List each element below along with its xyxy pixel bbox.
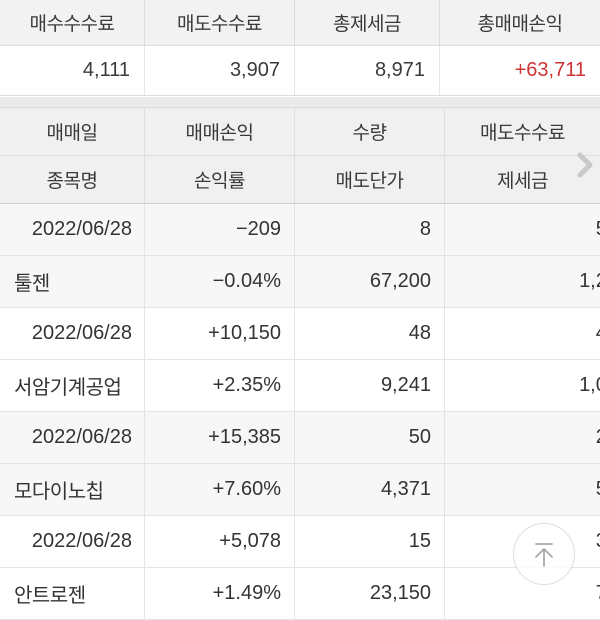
table-row[interactable]: 2022/06/28 +10,150 48 44 <box>0 308 600 360</box>
table-header-row-primary: 매매일 매매손익 수량 매도수수료 <box>0 108 600 156</box>
summary-header-total-tax: 총제세금 <box>295 0 440 45</box>
table-row[interactable]: 서암기계공업 +2.35% 9,241 1,01 <box>0 360 600 412</box>
column-header-trade-date[interactable]: 매매일 <box>0 108 145 155</box>
summary-value-total-pnl: +63,711 <box>514 59 586 81</box>
cell-tax-text: 50 <box>596 478 600 501</box>
summary-header-row: 매수수수료 매도수수료 총제세금 총매매손익 <box>0 0 600 46</box>
summary-panel: 매수수수료 매도수수료 총제세금 총매매손익 4,111 3,907 8,971… <box>0 0 600 96</box>
cell-trade-pnl: −209 <box>145 204 295 255</box>
table-row[interactable]: 툴젠 −0.04% 67,200 1,23 <box>0 256 600 308</box>
cell-trade-date: 2022/06/28 <box>0 204 145 255</box>
cell-trade-pnl: +15,385 <box>145 412 295 463</box>
table-row[interactable]: 2022/06/28 +5,078 15 34 <box>0 516 600 568</box>
cell-sell-fee: 21 <box>445 412 600 463</box>
trade-history-table[interactable]: 매매일 매매손익 수량 매도수수료 종목명 손익률 매도단가 제세금 2022/… <box>0 108 600 620</box>
cell-sell-price: 4,371 <box>295 464 445 515</box>
cell-tax-text: 79 <box>596 582 600 605</box>
cell-quantity: 15 <box>295 516 445 567</box>
cell-pnl-rate: −0.04% <box>145 256 295 307</box>
cell-trade-date: 2022/06/28 <box>0 308 145 359</box>
table-row[interactable]: 2022/06/28 −209 8 53 <box>0 204 600 256</box>
cell-trade-date: 2022/06/28 <box>0 412 145 463</box>
chevron-right-icon[interactable] <box>572 148 598 182</box>
cell-tax: 1,23 <box>445 256 600 307</box>
cell-quantity: 48 <box>295 308 445 359</box>
cell-sell-fee-text: 34 <box>596 530 600 553</box>
column-header-pnl-rate[interactable]: 손익률 <box>145 156 295 203</box>
summary-value-total-tax: 8,971 <box>295 46 440 95</box>
table-row[interactable]: 모다이노칩 +7.60% 4,371 50 <box>0 464 600 516</box>
cell-stock-name: 안트로젠 <box>0 568 145 619</box>
summary-header-buy-fee: 매수수수료 <box>0 0 145 45</box>
cell-tax-text: 1,23 <box>579 270 600 292</box>
cell-sell-price: 23,150 <box>295 568 445 619</box>
cell-sell-fee-text: 53 <box>596 218 600 241</box>
cell-sell-price: 67,200 <box>295 256 445 307</box>
cell-sell-fee: 53 <box>445 204 600 255</box>
summary-value-buy-fee: 4,111 <box>0 46 145 95</box>
cell-stock-name: 툴젠 <box>0 256 145 307</box>
cell-pnl-rate: +7.60% <box>145 464 295 515</box>
summary-header-total-pnl: 총매매손익 <box>477 14 563 35</box>
section-divider <box>0 96 600 108</box>
column-header-tax[interactable]: 제세금 <box>497 171 548 192</box>
cell-trade-date: 2022/06/28 <box>0 516 145 567</box>
cell-tax: 1,01 <box>445 360 600 411</box>
summary-value-row: 4,111 3,907 8,971 +63,711 <box>0 46 600 96</box>
cell-tax: 50 <box>445 464 600 515</box>
table-header-row-secondary: 종목명 손익률 매도단가 제세금 <box>0 156 600 204</box>
column-header-sell-fee[interactable]: 매도수수료 <box>480 123 565 144</box>
cell-quantity: 50 <box>295 412 445 463</box>
cell-stock-name: 서암기계공업 <box>0 360 145 411</box>
arrow-up-to-line-icon <box>535 543 553 567</box>
cell-sell-fee-text: 44 <box>596 322 600 345</box>
column-header-trade-pnl[interactable]: 매매손익 <box>145 108 295 155</box>
cell-sell-fee-text: 21 <box>596 426 600 449</box>
cell-trade-pnl: +5,078 <box>145 516 295 567</box>
cell-pnl-rate: +1.49% <box>145 568 295 619</box>
cell-sell-fee: 44 <box>445 308 600 359</box>
column-header-quantity[interactable]: 수량 <box>295 108 445 155</box>
summary-header-sell-fee: 매도수수료 <box>145 0 295 45</box>
cell-tax-text: 1,01 <box>579 374 600 396</box>
cell-pnl-rate: +2.35% <box>145 360 295 411</box>
cell-quantity: 8 <box>295 204 445 255</box>
cell-sell-fee: 34 <box>445 516 600 567</box>
summary-value-sell-fee: 3,907 <box>145 46 295 95</box>
column-header-sell-price[interactable]: 매도단가 <box>295 156 445 203</box>
cell-sell-price: 9,241 <box>295 360 445 411</box>
table-row[interactable]: 2022/06/28 +15,385 50 21 <box>0 412 600 464</box>
scroll-to-top-button[interactable] <box>513 523 575 585</box>
cell-tax: 79 <box>445 568 600 619</box>
cell-stock-name: 모다이노칩 <box>0 464 145 515</box>
cell-trade-pnl: +10,150 <box>145 308 295 359</box>
table-row[interactable]: 안트로젠 +1.49% 23,150 79 <box>0 568 600 620</box>
column-header-stock-name[interactable]: 종목명 <box>0 156 145 203</box>
